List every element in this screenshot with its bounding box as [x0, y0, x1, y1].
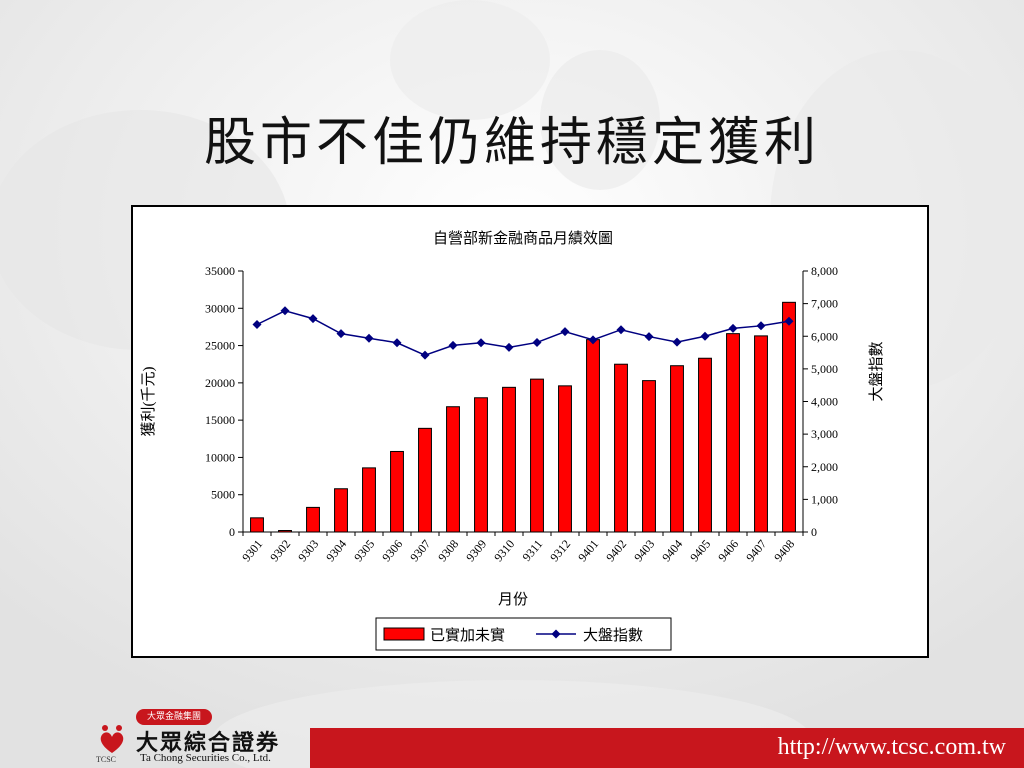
legend-box	[375, 617, 672, 651]
line-point-9402	[616, 325, 626, 335]
line-series-index	[256, 310, 790, 356]
y2-tick-label-8000: 8,000	[811, 264, 838, 278]
bar-9311	[530, 378, 544, 533]
y-tick-label-10000: 10000	[205, 450, 235, 464]
x-tick-label-9309: 9309	[463, 537, 489, 564]
logo-badge: 大眾金融集團	[136, 709, 212, 725]
line-point-9407	[756, 321, 766, 331]
y2-tick-label-0: 0	[811, 525, 817, 539]
x-tick-label-9401: 9401	[575, 537, 601, 564]
bar-9408	[782, 301, 796, 533]
legend-label-line: 大盤指數	[583, 627, 643, 644]
line-point-9405	[700, 331, 710, 341]
logo-name-cn: 大眾綜合證券	[136, 731, 281, 756]
line-point-9403	[644, 332, 654, 342]
line-point-9307	[420, 350, 430, 360]
line-point-9404	[672, 337, 682, 347]
footer-bar: http://www.tcsc.com.tw	[310, 728, 1024, 768]
x-tick-label-9306: 9306	[379, 537, 405, 564]
y2-tick-label-6000: 6,000	[811, 329, 838, 343]
x-tick-label-9406: 9406	[715, 537, 741, 564]
x-tick-label-9305: 9305	[351, 537, 377, 564]
y-axis-label: 獲利(千元)	[140, 367, 157, 437]
y2-tick-label-5000: 5,000	[811, 362, 838, 376]
bar-9303	[306, 506, 320, 533]
y-tick-label-35000: 35000	[205, 264, 235, 278]
legend-swatch-bar	[383, 627, 425, 641]
line-point-9303	[308, 314, 318, 324]
bar-9407	[754, 335, 768, 533]
line-point-9311	[532, 337, 542, 347]
y-tick-label-0: 0	[229, 525, 235, 539]
y2-tick-label-2000: 2,000	[811, 460, 838, 474]
bar-9406	[726, 333, 740, 533]
x-tick-label-9407: 9407	[743, 537, 769, 564]
bar-9403	[642, 380, 656, 533]
bar-9404	[670, 365, 684, 533]
y-tick-label-5000: 5000	[211, 488, 235, 502]
line-point-9310	[504, 342, 514, 352]
y-tick-label-30000: 30000	[205, 301, 235, 315]
x-tick-label-9308: 9308	[435, 537, 461, 564]
x-tick-label-9310: 9310	[491, 537, 517, 564]
bar-9401	[586, 339, 600, 533]
x-tick-label-9304: 9304	[323, 537, 349, 564]
x-tick-label-9408: 9408	[771, 537, 797, 564]
line-point-9302	[280, 306, 290, 316]
bar-9304	[334, 488, 348, 533]
y-tick-label-25000: 25000	[205, 339, 235, 353]
x-tick-label-9307: 9307	[407, 537, 433, 564]
legend-label-bar: 已實加未實	[430, 626, 505, 644]
line-point-9408	[784, 316, 794, 326]
line-point-9406	[728, 323, 738, 333]
slide-title: 股市不佳仍維持穩定獲利	[203, 113, 820, 173]
line-point-9401	[588, 335, 598, 345]
y2-tick-label-3000: 3,000	[811, 427, 838, 441]
legend-marker-line	[551, 629, 561, 639]
line-point-9305	[364, 333, 374, 343]
line-point-9309	[476, 338, 486, 348]
bar-9308	[446, 406, 460, 533]
bar-9305	[362, 467, 376, 533]
x-tick-label-9301: 9301	[239, 537, 265, 564]
logo-name-en: Ta Chong Securities Co., Ltd.	[140, 752, 271, 764]
x-axis-label: 月份	[498, 591, 528, 608]
line-point-9308	[448, 340, 458, 350]
line-point-9306	[392, 338, 402, 348]
x-tick-label-9302: 9302	[267, 537, 293, 564]
x-tick-label-9404: 9404	[659, 537, 685, 564]
y2-tick-label-4000: 4,000	[811, 395, 838, 409]
bar-9306	[390, 450, 404, 533]
logo-abbr: TCSC	[96, 755, 117, 764]
logo-mark-icon	[100, 725, 124, 753]
line-point-9312	[560, 327, 570, 337]
bar-9309	[474, 397, 488, 533]
company-logo: 大眾金融集團 TCSC 大眾綜合證券 Ta Chong Securities C…	[92, 705, 312, 765]
footer-url[interactable]: http://www.tcsc.com.tw	[777, 734, 1006, 760]
bar-9310	[502, 386, 516, 533]
bar-9402	[614, 363, 628, 533]
x-tick-label-9403: 9403	[631, 537, 657, 564]
chart-title: 自營部新金融商品月績效圖	[433, 230, 613, 247]
x-tick-label-9402: 9402	[603, 537, 629, 564]
bar-9405	[698, 357, 712, 533]
chart-svg: 自營部新金融商品月績效圖 0 5000 10000 15000 20000 25000 300…	[140, 230, 885, 651]
line-point-9301	[252, 320, 262, 330]
bar-9307	[418, 427, 432, 533]
x-tick-label-9303: 9303	[295, 537, 321, 564]
bar-9301	[250, 517, 264, 533]
y2-tick-label-1000: 1,000	[811, 492, 838, 506]
y-tick-label-20000: 20000	[205, 376, 235, 390]
y-tick-label-15000: 15000	[205, 413, 235, 427]
x-tick-label-9312: 9312	[547, 537, 573, 564]
bar-9312	[558, 385, 572, 533]
x-tick-label-9311: 9311	[519, 537, 545, 564]
line-point-9304	[336, 329, 346, 339]
y2-axis-label: 大盤指數	[868, 341, 885, 401]
x-tick-label-9405: 9405	[687, 537, 713, 564]
chart-container: 自營部新金融商品月績效圖 0 5000 10000 15000 20000 25000 300…	[131, 205, 929, 658]
y2-tick-label-7000: 7,000	[811, 297, 838, 311]
